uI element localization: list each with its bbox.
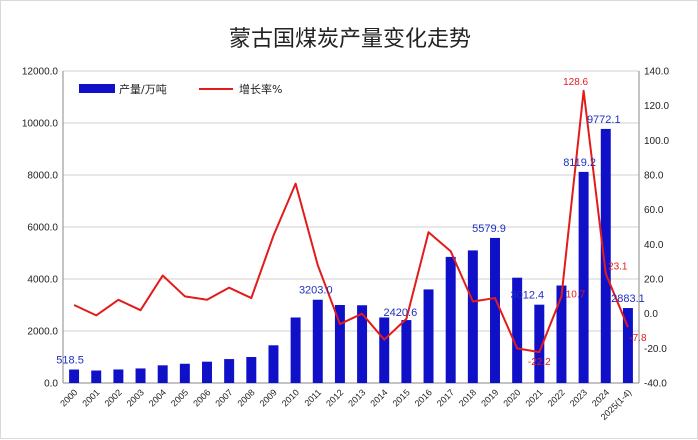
line-data-label: -7.8 <box>629 333 647 344</box>
line-data-label: 128.6 <box>563 77 588 88</box>
line-data-label: 23.1 <box>608 262 628 273</box>
bar <box>512 277 523 383</box>
x-tick-label: 2000 <box>58 387 79 408</box>
bar <box>91 370 102 383</box>
bar-data-label: 5579.9 <box>472 223 506 235</box>
x-tick-label: 2008 <box>235 387 256 408</box>
bar <box>246 357 257 383</box>
x-tick-label: 2012 <box>324 387 345 408</box>
line-data-label: -22.2 <box>528 357 551 368</box>
chart-title: 蒙古国煤炭产量变化走势 <box>228 27 471 52</box>
x-tick-label: 2007 <box>213 387 234 408</box>
bar-data-label: 8119.2 <box>563 157 596 169</box>
bar <box>556 285 567 383</box>
y-left-tick-label: 10000.0 <box>22 119 59 130</box>
x-tick-label: 2009 <box>258 387 279 408</box>
x-tick-label: 2002 <box>103 387 124 408</box>
bar <box>290 317 301 383</box>
bar <box>135 368 146 383</box>
bar <box>600 128 611 383</box>
y-left-tick-label: 12000.0 <box>22 67 59 78</box>
x-tick-label: 2021 <box>523 387 544 408</box>
y-right-tick-label: 0.0 <box>644 309 658 320</box>
legend-line-label: 增长率% <box>239 82 282 96</box>
x-tick-label: 2020 <box>501 387 522 408</box>
bar <box>445 256 456 383</box>
bar <box>467 250 478 383</box>
y-left-tick-label: 4000.0 <box>27 275 58 286</box>
bar <box>401 320 412 383</box>
x-tick-label: 2003 <box>125 387 146 408</box>
x-tick-label: 2016 <box>413 387 434 408</box>
x-tick-label: 2001 <box>80 387 101 408</box>
x-tick-label: 2011 <box>302 387 323 408</box>
x-tick-label: 2005 <box>169 387 190 408</box>
y-right-tick-label: -20.0 <box>644 344 667 355</box>
y-right-tick-label: 120.0 <box>644 101 669 112</box>
bar <box>312 299 323 383</box>
x-tick-label: 2013 <box>346 387 367 408</box>
x-tick-label: 2018 <box>457 387 478 408</box>
bar <box>113 369 124 383</box>
x-tick-label: 2004 <box>147 387 168 408</box>
y-right-tick-label: 80.0 <box>644 171 664 182</box>
line-data-label: 10.7 <box>566 289 586 300</box>
bar <box>622 308 633 383</box>
x-tick-label: 2019 <box>479 387 500 408</box>
bar <box>69 369 80 383</box>
y-right-tick-label: 100.0 <box>644 136 669 147</box>
growth-rate-line <box>73 89 629 354</box>
y-left-tick-label: 0.0 <box>44 379 58 390</box>
x-tick-label: 2010 <box>280 387 301 408</box>
bar-data-label: 518.5 <box>56 355 84 367</box>
bar <box>202 361 212 383</box>
y-left-tick-label: 2000.0 <box>27 327 58 338</box>
x-tick-label: 2014 <box>368 387 389 408</box>
bar <box>179 363 190 383</box>
x-tick-label: 2022 <box>546 387 567 408</box>
y-right-tick-label: 20.0 <box>644 275 664 286</box>
bar <box>534 304 545 383</box>
bar <box>157 365 168 383</box>
bar <box>268 345 279 383</box>
bar-data-label: 3203.0 <box>299 285 333 297</box>
bar-data-label: 3012.4 <box>510 290 544 302</box>
x-tick-label: 2015 <box>391 387 412 408</box>
y-right-tick-label: -40.0 <box>644 379 667 390</box>
x-tick-label: 2023 <box>568 387 589 408</box>
bar-data-label: 2420.6 <box>384 307 418 319</box>
x-tick-label: 2006 <box>191 387 212 408</box>
bar <box>423 289 434 383</box>
y-left-tick-label: 8000.0 <box>27 171 58 182</box>
bar <box>578 171 589 383</box>
bar <box>357 305 368 383</box>
bar <box>224 359 235 383</box>
bar-data-label: 2883.1 <box>611 293 645 305</box>
bar <box>379 317 390 383</box>
y-left-tick-label: 6000.0 <box>27 223 58 234</box>
x-tick-label: 2017 <box>435 387 456 408</box>
bar-data-label: 9772.1 <box>587 114 621 126</box>
y-right-tick-label: 40.0 <box>644 240 664 251</box>
legend-bar-swatch <box>79 84 115 93</box>
bar <box>334 305 345 383</box>
y-right-tick-label: 60.0 <box>644 205 664 216</box>
legend-bar-label: 产量/万吨 <box>119 82 167 96</box>
y-right-tick-label: 140.0 <box>644 67 669 78</box>
bar <box>490 237 500 383</box>
